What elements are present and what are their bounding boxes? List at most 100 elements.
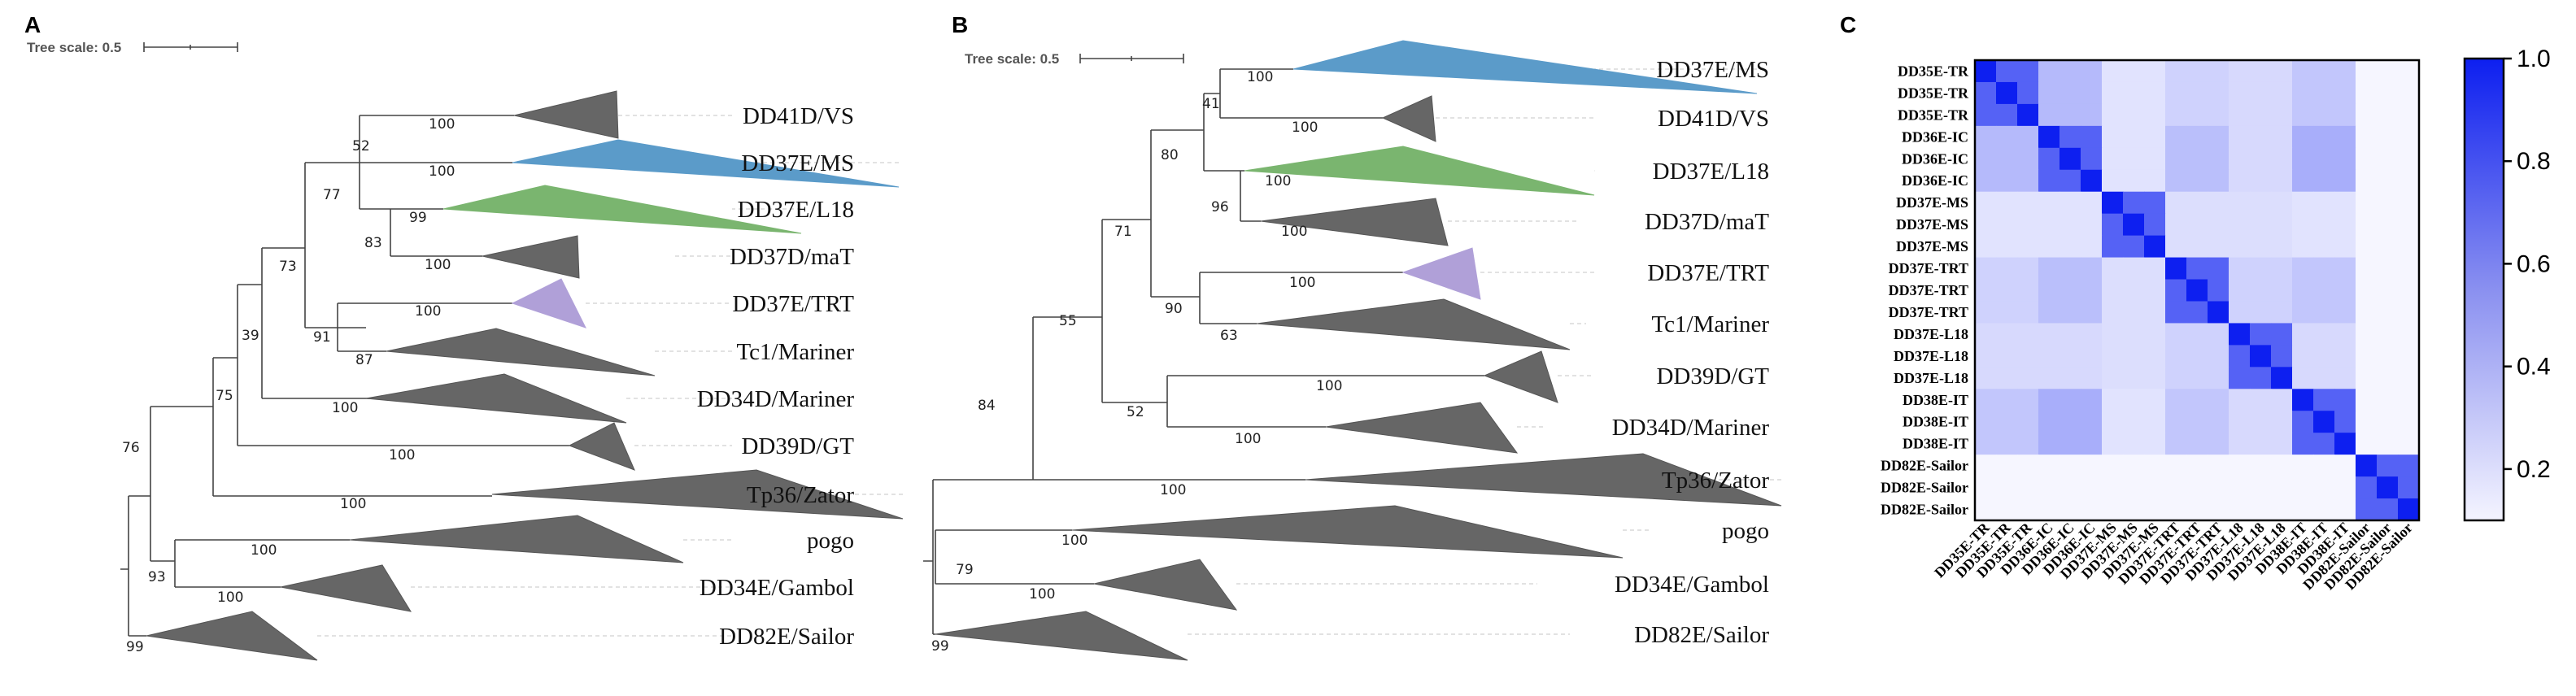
heatmap-cell [2208,498,2229,521]
heatmap-cell [2017,367,2039,389]
heatmap-cell [2165,433,2187,455]
heatmap-cell [2059,455,2081,477]
heatmap-cell [1996,455,2018,477]
heatmap-cell [2059,323,2081,346]
heatmap-cell [2377,125,2399,149]
heatmap-cell [2313,81,2335,105]
heatmap-cell [2144,169,2166,193]
heatmap-cell [2059,345,2081,368]
heatmap-cell [2334,103,2356,127]
heatmap-cell [2165,257,2187,281]
heatmap-cell [2102,257,2124,281]
heatmap-cell [2123,147,2145,171]
heatmap-cell [2250,498,2272,521]
heatmap-cell [2059,301,2081,324]
heatmap-cell [2017,389,2039,411]
bootstrap-b-3: 80 [1161,147,1179,163]
heatmap-cell [2292,279,2314,302]
heatmap-cell [2144,103,2166,127]
heatmap-cell [2038,367,2060,389]
heatmap-cell [2377,301,2399,324]
heatmap-cell [2250,411,2272,433]
heatmap-cell [2165,323,2187,346]
heatmap-cell [2313,257,2335,281]
heatmap-cell [2102,367,2124,389]
heatmap-cell [2271,191,2293,215]
bootstrap-b-1: 41 [1202,96,1220,112]
heatmap-row-label: DD82E-Sailor [1881,458,1968,474]
heatmap-cell [2313,147,2335,171]
taxon-a-3: DD37D/maT [730,244,854,270]
bootstrap-values-b: 100 41 100 80 100 96 100 71 100 90 63 55… [931,69,1342,655]
heatmap-row-label: DD82E-Sailor [1881,502,1968,518]
heatmap-cell [1975,433,1997,455]
heatmap-cell [2186,345,2208,368]
heatmap-cell [2017,60,2039,83]
heatmap-cell [2313,411,2335,433]
heatmap-cell [2123,81,2145,105]
heatmap-cell [2165,81,2187,105]
heatmap-cell [2017,411,2039,433]
heatmap-cell [2356,279,2378,302]
heatmap-cell [2356,169,2378,193]
heatmap-cell [2081,455,2103,477]
heatmap-cell [2017,103,2039,127]
heatmap-cell [2123,367,2145,389]
heatmap-cell [2038,60,2060,83]
heatmap-row-label: DD37E-TRT [1889,304,1968,320]
heatmap-cell [2250,213,2272,237]
heatmap-cell [2102,213,2124,237]
heatmap-cell [2208,301,2229,324]
heatmap-cell [1996,257,2018,281]
clade-triangle-a-dd41d-vs [513,90,619,139]
heatmap-cell [2123,433,2145,455]
heatmap-row-label: DD36E-IC [1902,150,1968,167]
heatmap-cell [2144,257,2166,281]
heatmap-cell [2123,60,2145,83]
heatmap-cell [2102,389,2124,411]
heatmap-cell [2081,125,2103,149]
taxon-a-10: DD34E/Gambol [700,575,854,601]
heatmap-cell [2059,498,2081,521]
heatmap-cell [2292,125,2314,149]
heatmap-cell [2059,257,2081,281]
heatmap-cell [2165,191,2187,215]
heatmap-cell [1996,433,2018,455]
heatmap-cell [2038,125,2060,149]
heatmap-cell [2081,498,2103,521]
heatmap-cell [2017,147,2039,171]
heatmap-row-label: DD35E-TR [1898,85,1969,101]
heatmap-cell [2081,345,2103,368]
heatmap-cell [2186,213,2208,237]
heatmap-cell [2356,455,2378,477]
heatmap-cell [1975,235,1997,259]
heatmap-cell [2059,169,2081,193]
heatmap-cell [2017,125,2039,149]
heatmap-cell [2017,279,2039,302]
heatmap-cell [2229,323,2251,346]
heatmap-cell [2334,257,2356,281]
heatmap-cell [2313,323,2335,346]
taxon-b-8: Tp36/Zator [1662,468,1769,494]
panel-letter-b: B [952,12,968,37]
heatmap-cell [2356,213,2378,237]
heatmap-cell [2356,125,2378,149]
heatmap-cell [2102,81,2124,105]
heatmap-cell [2356,411,2378,433]
clade-triangle-a-pogo [349,515,684,563]
heatmap-cell [2313,498,2335,521]
heatmap-cell [2081,147,2103,171]
heatmap-cell [2017,213,2039,237]
bootstrap-a-6: 100 [425,257,451,273]
bootstrap-a-16: 100 [340,496,366,512]
heatmap-cell [2208,279,2229,302]
heatmap-cell [2313,476,2335,499]
clade-triangle-a-dd39d-gt [568,422,635,471]
heatmap-cell [2186,476,2208,499]
heatmap-cell [1975,257,1997,281]
heatmap-cell [2313,455,2335,477]
heatmap-cell [2229,279,2251,302]
bootstrap-b-10: 63 [1220,328,1238,344]
heatmap-cell [2081,301,2103,324]
bootstrap-b-4: 100 [1265,173,1291,189]
